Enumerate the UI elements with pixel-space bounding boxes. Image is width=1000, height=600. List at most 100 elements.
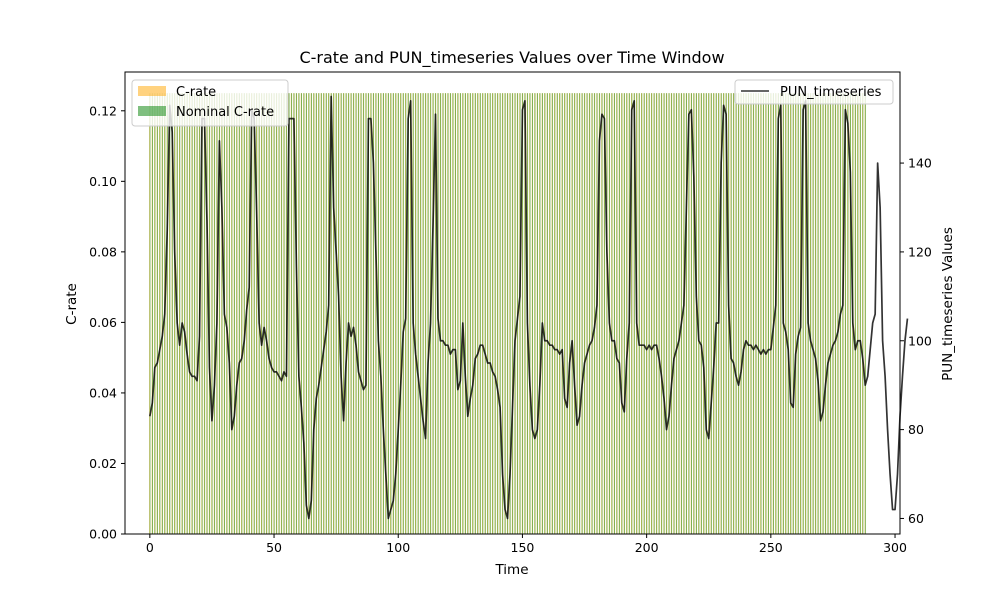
- bar: [378, 93, 380, 534]
- bar: [815, 93, 817, 534]
- y-right-tick-label: 140: [908, 156, 932, 171]
- bar: [340, 93, 342, 534]
- bar: [653, 93, 655, 534]
- bar: [494, 93, 496, 534]
- bar: [296, 93, 298, 534]
- bar: [422, 93, 424, 534]
- bar: [832, 93, 834, 534]
- x-tick-label: 50: [266, 540, 282, 555]
- bar: [574, 93, 576, 534]
- bar: [817, 93, 819, 534]
- bar: [591, 93, 593, 534]
- bar: [266, 93, 268, 534]
- bar: [214, 93, 216, 534]
- bar: [772, 93, 774, 534]
- line-layer: [149, 95, 909, 520]
- bar: [663, 93, 665, 534]
- x-tick-label: 300: [883, 540, 907, 555]
- bar: [618, 93, 620, 534]
- bar: [581, 93, 583, 534]
- y-right-tick-label: 100: [908, 333, 932, 348]
- bar: [370, 93, 372, 534]
- bar: [459, 93, 461, 534]
- bar: [345, 93, 347, 534]
- bar: [566, 93, 568, 534]
- bar: [226, 93, 228, 534]
- bar: [402, 93, 404, 534]
- x-tick-label: 200: [635, 540, 659, 555]
- bar: [445, 93, 447, 534]
- bar: [656, 93, 658, 534]
- bar: [231, 93, 233, 534]
- plot-frame: [124, 71, 901, 535]
- bar: [320, 93, 322, 534]
- bar: [313, 93, 315, 534]
- bar: [380, 93, 382, 534]
- bar: [452, 93, 454, 534]
- bar: [792, 93, 794, 534]
- bar: [713, 93, 715, 534]
- bar: [524, 93, 526, 534]
- bar: [298, 93, 300, 534]
- bar: [353, 93, 355, 534]
- bar: [700, 93, 702, 534]
- bar: [447, 93, 449, 534]
- bar: [457, 93, 459, 534]
- bar: [325, 93, 327, 534]
- bar: [310, 93, 312, 534]
- bar: [745, 93, 747, 534]
- bar: [375, 93, 377, 534]
- bar: [261, 93, 263, 534]
- bar: [479, 93, 481, 534]
- bar: [407, 93, 409, 534]
- bar: [159, 93, 161, 534]
- bar: [571, 93, 573, 534]
- bar: [455, 93, 457, 534]
- bar: [532, 93, 534, 534]
- bar: [708, 93, 710, 534]
- bar: [546, 93, 548, 534]
- x-tick-label: 150: [511, 540, 535, 555]
- bar: [256, 93, 258, 534]
- bar: [830, 93, 832, 534]
- bar: [241, 93, 243, 534]
- bar: [703, 93, 705, 534]
- y-left-tick-label: 0.08: [89, 244, 117, 259]
- bar: [539, 93, 541, 534]
- bar: [350, 93, 352, 534]
- bar: [474, 93, 476, 534]
- bar: [775, 93, 777, 534]
- bar: [487, 93, 489, 534]
- bar: [748, 93, 750, 534]
- bar: [442, 93, 444, 534]
- bar: [651, 93, 653, 534]
- legend-label-c-rate: C-rate: [176, 85, 216, 100]
- bar: [251, 93, 253, 534]
- bar: [541, 93, 543, 534]
- bar: [395, 93, 397, 534]
- bar: [174, 93, 176, 534]
- bar: [233, 93, 235, 534]
- bar: [522, 93, 524, 534]
- bar: [787, 93, 789, 534]
- bar: [576, 93, 578, 534]
- bar: [691, 93, 692, 534]
- bar: [561, 93, 563, 534]
- bar: [715, 93, 717, 534]
- axes: 0 50 100 150 200 250 300 0.00 0.02 0.04 0.06 0.08 0.…: [89, 71, 932, 555]
- bar: [400, 93, 402, 534]
- bar: [770, 93, 772, 534]
- bar: [623, 93, 625, 534]
- bar: [673, 93, 675, 534]
- bar: [795, 93, 797, 534]
- bar: [497, 93, 499, 534]
- bar: [544, 93, 546, 534]
- bar: [489, 93, 491, 534]
- bar: [611, 93, 613, 534]
- bar: [661, 93, 663, 534]
- bar: [683, 93, 685, 534]
- bar: [753, 93, 755, 534]
- bar: [812, 93, 814, 534]
- bar: [305, 93, 307, 534]
- bar: [467, 93, 469, 534]
